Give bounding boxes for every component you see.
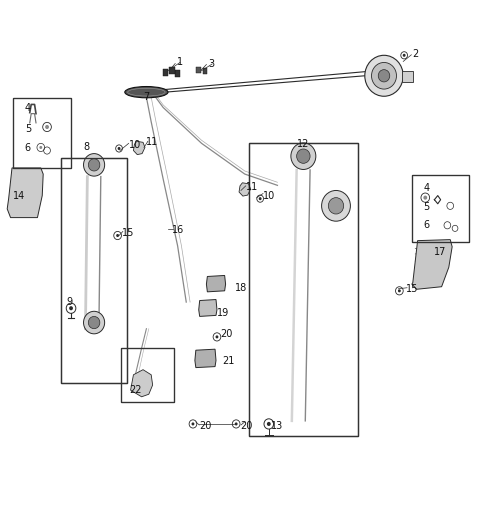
Text: 2: 2 bbox=[412, 49, 418, 59]
Polygon shape bbox=[239, 183, 251, 196]
Text: 6: 6 bbox=[423, 220, 430, 230]
Text: 20: 20 bbox=[199, 421, 212, 431]
Bar bbox=[13, 98, 71, 168]
Text: 13: 13 bbox=[271, 421, 284, 431]
Bar bbox=[61, 158, 127, 383]
Text: 14: 14 bbox=[13, 190, 26, 201]
Circle shape bbox=[84, 311, 105, 334]
Text: 7: 7 bbox=[143, 92, 149, 102]
Circle shape bbox=[259, 197, 262, 200]
Bar bbox=[61, 158, 127, 383]
Polygon shape bbox=[131, 370, 153, 397]
Circle shape bbox=[291, 143, 316, 169]
Text: 1: 1 bbox=[177, 57, 183, 68]
Circle shape bbox=[45, 125, 49, 129]
Polygon shape bbox=[7, 168, 43, 218]
Circle shape bbox=[297, 149, 310, 163]
Bar bbox=[169, 67, 175, 74]
Bar bbox=[13, 98, 71, 168]
Text: 9: 9 bbox=[66, 297, 72, 307]
Text: 11: 11 bbox=[146, 137, 159, 147]
Text: 15: 15 bbox=[406, 284, 418, 294]
Bar bbox=[412, 175, 469, 242]
Text: 16: 16 bbox=[172, 225, 184, 236]
Circle shape bbox=[322, 190, 350, 221]
Text: 4: 4 bbox=[25, 102, 31, 113]
Circle shape bbox=[116, 234, 119, 237]
Bar bbox=[249, 143, 358, 436]
Text: 11: 11 bbox=[246, 182, 258, 192]
Text: 17: 17 bbox=[434, 247, 447, 257]
Text: 19: 19 bbox=[217, 308, 229, 318]
Polygon shape bbox=[412, 240, 452, 289]
Circle shape bbox=[88, 316, 100, 329]
Text: 21: 21 bbox=[222, 356, 234, 366]
Ellipse shape bbox=[125, 87, 168, 98]
Circle shape bbox=[372, 62, 396, 89]
Bar bbox=[121, 348, 174, 402]
Bar bbox=[249, 143, 358, 436]
Polygon shape bbox=[133, 141, 145, 155]
Text: 20: 20 bbox=[220, 329, 232, 339]
Bar bbox=[412, 175, 469, 242]
Polygon shape bbox=[195, 349, 216, 368]
Bar bbox=[196, 67, 201, 73]
Text: 10: 10 bbox=[129, 140, 141, 151]
Text: 10: 10 bbox=[263, 190, 276, 201]
Text: 4: 4 bbox=[423, 183, 430, 194]
Circle shape bbox=[84, 154, 105, 176]
Text: 18: 18 bbox=[235, 283, 248, 293]
Text: 12: 12 bbox=[297, 139, 309, 150]
Circle shape bbox=[216, 335, 218, 338]
Text: 15: 15 bbox=[122, 228, 135, 238]
Circle shape bbox=[365, 55, 403, 96]
Circle shape bbox=[398, 289, 401, 292]
Bar bbox=[175, 70, 180, 77]
Circle shape bbox=[378, 70, 390, 82]
Circle shape bbox=[403, 54, 406, 57]
Text: 3: 3 bbox=[209, 59, 215, 69]
Circle shape bbox=[192, 422, 194, 425]
Bar bbox=[203, 68, 207, 74]
Text: 22: 22 bbox=[130, 385, 142, 395]
Text: 5: 5 bbox=[24, 124, 31, 134]
Circle shape bbox=[118, 147, 120, 150]
Circle shape bbox=[235, 422, 238, 425]
Polygon shape bbox=[206, 275, 226, 292]
Text: 8: 8 bbox=[84, 142, 89, 153]
Circle shape bbox=[88, 159, 100, 171]
Bar bbox=[121, 348, 174, 402]
Circle shape bbox=[423, 196, 427, 200]
Circle shape bbox=[267, 422, 271, 426]
Bar bbox=[402, 71, 413, 82]
Text: 6: 6 bbox=[25, 143, 31, 154]
Polygon shape bbox=[199, 300, 217, 316]
Text: 5: 5 bbox=[423, 202, 430, 212]
Circle shape bbox=[69, 306, 73, 310]
Bar bbox=[163, 69, 168, 76]
Text: 20: 20 bbox=[240, 421, 252, 431]
Circle shape bbox=[328, 198, 344, 214]
Circle shape bbox=[39, 146, 42, 149]
